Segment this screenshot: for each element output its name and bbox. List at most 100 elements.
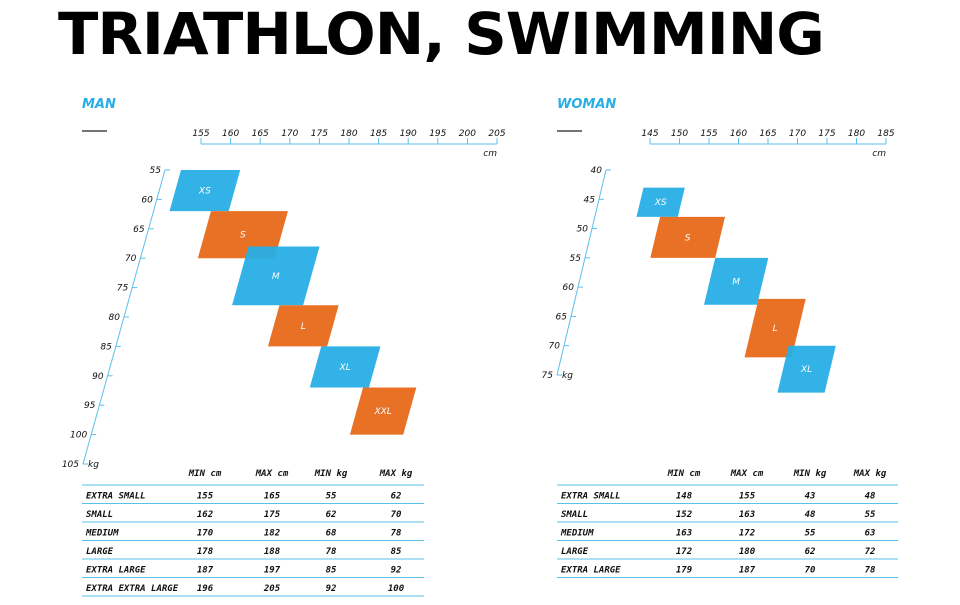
man-size-box-xs bbox=[169, 170, 241, 212]
man-table-row-label: EXTRA SMALL bbox=[86, 492, 146, 502]
man-size-box-m bbox=[232, 246, 320, 306]
man-x-tick-label: 180 bbox=[340, 129, 357, 139]
man-table-row-label: EXTRA EXTRA LARGE bbox=[86, 584, 179, 594]
man-size-box-l bbox=[267, 305, 339, 347]
woman-table-cell: 163 bbox=[676, 529, 692, 539]
woman-y-tick-label: 55 bbox=[570, 254, 582, 264]
man-table-cell: 78 bbox=[326, 547, 337, 557]
woman-y-tick-label: 50 bbox=[577, 225, 589, 235]
woman-size-box-xs bbox=[636, 187, 685, 217]
man-table-cell: 62 bbox=[326, 510, 337, 520]
man-size-label-s: S bbox=[240, 231, 246, 241]
man-panel-label: MAN bbox=[82, 97, 116, 112]
woman-table-row-label: EXTRA SMALL bbox=[561, 492, 621, 502]
woman-table-cell: 55 bbox=[865, 510, 876, 520]
man-size-label-xl: XL bbox=[339, 363, 351, 373]
woman-x-tick-label: 155 bbox=[700, 129, 717, 139]
man-y-tick-label: 60 bbox=[141, 195, 153, 205]
man-table-cell: 196 bbox=[197, 584, 214, 594]
woman-table-row-label: MEDIUM bbox=[560, 529, 594, 539]
man-x-tick-label: 160 bbox=[222, 129, 239, 139]
woman-table-header: MIN cm bbox=[667, 469, 701, 479]
woman-table-cell: 148 bbox=[676, 492, 692, 502]
man-table-cell: 92 bbox=[326, 584, 337, 594]
woman-x-tick-label: 165 bbox=[759, 129, 776, 139]
woman-panel-label: WOMAN bbox=[557, 97, 616, 112]
man-y-tick-label: 55 bbox=[150, 166, 162, 176]
woman-table-cell: 180 bbox=[739, 547, 756, 557]
man-y-tick-label: 65 bbox=[133, 225, 145, 235]
woman-x-tick-label: 150 bbox=[671, 129, 688, 139]
man-size-box-xxl bbox=[349, 387, 417, 435]
woman-y-unit: kg bbox=[562, 371, 573, 381]
man-table-cell: 68 bbox=[326, 529, 337, 539]
woman-table-cell: 48 bbox=[805, 510, 816, 520]
woman-x-tick-label: 180 bbox=[848, 129, 865, 139]
woman-size-label-s: S bbox=[685, 233, 691, 243]
man-table-cell: 162 bbox=[197, 510, 213, 520]
man-table-cell: 175 bbox=[264, 510, 281, 520]
woman-table-cell: 55 bbox=[805, 529, 816, 539]
man-size-label-l: L bbox=[301, 322, 306, 332]
man-table-cell: 187 bbox=[197, 566, 214, 576]
man-y-tick-label: 105 bbox=[62, 460, 79, 470]
woman-size-label-l: L bbox=[773, 324, 778, 334]
man-size-label-xs: XS bbox=[198, 187, 211, 197]
woman-table-cell: 48 bbox=[865, 492, 876, 502]
man-table-header: MIN cm bbox=[188, 469, 222, 479]
man-table-cell: 78 bbox=[391, 529, 402, 539]
woman-table-cell: 155 bbox=[739, 492, 756, 502]
man-table-cell: 55 bbox=[326, 492, 337, 502]
woman-y-axis-line bbox=[556, 169, 607, 376]
man-x-tick-label: 205 bbox=[488, 129, 505, 139]
woman-table-row-label: SMALL bbox=[561, 510, 588, 520]
woman-y-tick-label: 65 bbox=[556, 312, 568, 322]
woman-table-cell: 187 bbox=[739, 566, 756, 576]
man-table-cell: 155 bbox=[197, 492, 214, 502]
man-x-tick-label: 170 bbox=[281, 129, 298, 139]
man-table-header: MAX cm bbox=[255, 469, 289, 479]
man-x-tick-label: 165 bbox=[252, 129, 269, 139]
man-x-tick-label: 175 bbox=[311, 129, 328, 139]
woman-size-box-m bbox=[704, 257, 769, 305]
man-x-tick-label: 185 bbox=[370, 129, 387, 139]
woman-table-cell: 78 bbox=[865, 566, 876, 576]
man-table-cell: 92 bbox=[391, 566, 402, 576]
man-y-tick-label: 90 bbox=[92, 372, 104, 382]
man-table-cell: 85 bbox=[391, 547, 402, 557]
page-title: TRIATHLON, SWIMMING bbox=[58, 0, 825, 68]
man-table-row-label: LARGE bbox=[86, 547, 114, 557]
man-size-label-xxl: XXL bbox=[373, 407, 391, 417]
man-size-box-xl bbox=[309, 346, 381, 388]
woman-table-row-label: LARGE bbox=[561, 547, 589, 557]
woman-size-box-s bbox=[650, 216, 725, 258]
woman-table-header: MAX kg bbox=[853, 469, 887, 479]
woman-y-tick-label: 45 bbox=[584, 195, 596, 205]
man-table-cell: 70 bbox=[391, 510, 402, 520]
man-table-cell: 188 bbox=[264, 547, 280, 557]
man-x-tick-label: 190 bbox=[400, 129, 417, 139]
woman-table-cell: 62 bbox=[805, 547, 816, 557]
man-y-tick-label: 70 bbox=[125, 254, 137, 264]
man-table-cell: 205 bbox=[263, 584, 281, 594]
man-table-cell: 182 bbox=[264, 529, 280, 539]
man-y-tick-label: 100 bbox=[70, 431, 87, 441]
man-table-row-label: SMALL bbox=[86, 510, 113, 520]
man-table-cell: 165 bbox=[264, 492, 281, 502]
man-size-label-m: M bbox=[272, 272, 280, 282]
woman-table-cell: 43 bbox=[805, 492, 816, 502]
man-table-cell: 100 bbox=[388, 584, 405, 594]
man-table-cell: 178 bbox=[197, 547, 213, 557]
woman-table-cell: 172 bbox=[739, 529, 755, 539]
man-y-tick-label: 95 bbox=[84, 401, 96, 411]
man-y-tick-label: 85 bbox=[100, 342, 112, 352]
woman-table-cell: 179 bbox=[676, 566, 692, 576]
woman-table-header: MIN kg bbox=[793, 469, 827, 479]
woman-x-unit: cm bbox=[872, 149, 886, 159]
woman-table-cell: 70 bbox=[805, 566, 816, 576]
man-x-tick-label: 200 bbox=[459, 129, 476, 139]
man-table-cell: 170 bbox=[197, 529, 214, 539]
woman-y-tick-label: 40 bbox=[591, 166, 603, 176]
woman-table-cell: 152 bbox=[676, 510, 692, 520]
